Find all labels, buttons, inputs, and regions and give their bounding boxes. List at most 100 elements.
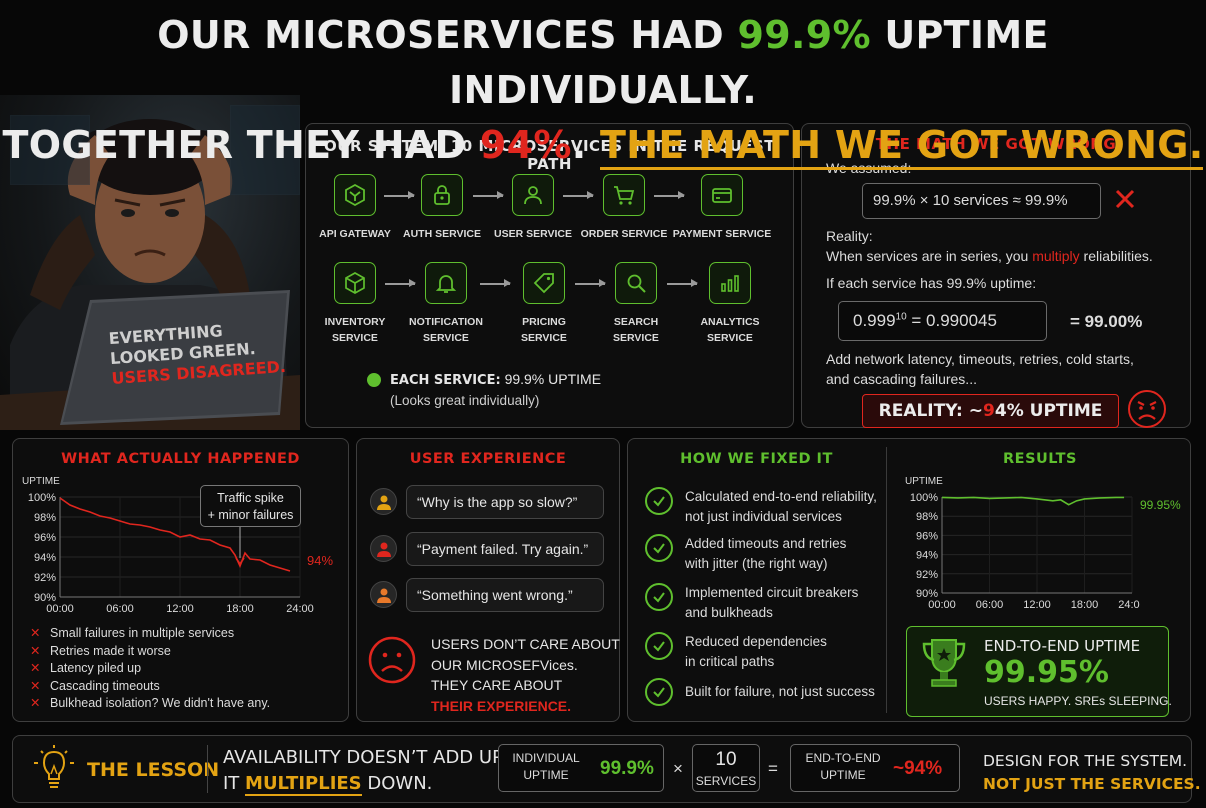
list-item: ✕ Bulkhead isolation? We didn't have any.: [30, 696, 271, 710]
callout-box: [200, 485, 301, 527]
lesson-text: AVAILABILITY DOESN’T ADD UP. IT MULTIPLI…: [223, 747, 506, 796]
reality-badge-text: REALITY: ~94% UPTIME: [878, 401, 1103, 421]
y-tick-label: 90%: [34, 592, 56, 604]
happened-end-label: 94%: [307, 553, 334, 568]
service-auth: AUTH SERVICE: [392, 174, 492, 242]
y-tick-label: 90%: [916, 588, 938, 600]
service-payment: PAYMENT SERVICE: [672, 174, 772, 242]
e2e-label: END-TO-END UPTIME: [984, 637, 1141, 655]
design-text: DESIGN FOR THE SYSTEM. NOT JUST THE SERV…: [983, 752, 1201, 793]
y-tick-label: 100%: [910, 492, 938, 504]
y-tick-label: 98%: [916, 511, 938, 523]
tag-icon: [523, 262, 565, 304]
x-tick-label: 12:00: [166, 603, 194, 615]
box-icon: [334, 262, 376, 304]
assumed-formula-box: [862, 183, 1101, 219]
services-count-box: [692, 744, 760, 792]
service-notification: NOTIFICATION SERVICE: [396, 262, 496, 346]
service-pricing: PRICING SERVICE: [494, 262, 594, 346]
series-line: When services are in series, you multipl…: [826, 248, 1153, 264]
e2e-uptime-value: ~94%: [893, 758, 943, 779]
lesson-label: THE LESSON: [87, 759, 220, 781]
services-label: SERVICES: [695, 774, 757, 788]
results-end-label: 99.95%: [1140, 498, 1181, 512]
individual-uptime-value: 99.9%: [600, 758, 654, 779]
service-api-gateway: API GATEWAY: [305, 174, 405, 242]
flow-arrow: [654, 192, 685, 198]
y-tick-label: 100%: [28, 492, 56, 504]
angry-face-icon: [1127, 389, 1167, 434]
panel-divider: [886, 447, 887, 713]
system-title: OUR SYSTEM: 10 MICROSERVICES IN THE REQU…: [324, 137, 775, 173]
stressed-developer-illustration: [0, 95, 300, 430]
headline-line-2: TOGETHER THEY HAD 94%. THE MATH WE GOT W…: [0, 118, 1206, 173]
happened-title: WHAT ACTUALLY HAPPENED: [61, 451, 300, 467]
user-quote: “Why is the app so slow?”: [406, 485, 604, 519]
formula-result: = 99.00%: [1070, 312, 1143, 331]
results-chart: 100% 98% 96% 94% 92% 90%00:00 06:00 12:00 18:00 2…: [910, 492, 1140, 611]
cart-icon: [603, 174, 645, 216]
avatar: [370, 535, 397, 562]
times-sign: ×: [673, 759, 683, 778]
y-tick-label: 98%: [34, 512, 56, 524]
x-tick-label: 00:00: [928, 599, 956, 611]
flow-arrow: [385, 280, 416, 286]
y-tick-label: 96%: [916, 530, 938, 542]
ux-title: USER EXPERIENCE: [409, 451, 567, 467]
lightbulb-icon: [32, 744, 76, 799]
x-tick-label: 24:00: [1118, 599, 1140, 611]
trophy-icon: [918, 636, 970, 697]
list-item: ✕ Cascading timeouts: [30, 678, 160, 693]
user-quote: “Something went wrong.”: [406, 578, 604, 612]
x-tick-label: 24:00: [286, 603, 314, 615]
user-quote: “Payment failed. Try again.”: [406, 532, 604, 566]
individual-uptime-box: [498, 744, 664, 792]
search-icon: [615, 262, 657, 304]
y-tick-label: 92%: [34, 572, 56, 584]
gateway-icon: [334, 174, 376, 216]
service-inventory: INVENTORY SERVICE: [305, 262, 405, 346]
reality-label: Reality:: [826, 228, 873, 244]
list-item: ✕ Latency piled up: [30, 661, 142, 675]
add-line-1: Add network latency, timeouts, retries, …: [826, 351, 1134, 367]
check-icon: [645, 632, 673, 660]
flow-arrow: [480, 280, 511, 286]
formula: 0.99910 = 0.990045: [853, 311, 997, 330]
flow-arrow: [384, 192, 415, 198]
y-tick-label: 94%: [916, 550, 938, 562]
assumed-formula: 99.9% × 10 services ≈ 99.9%: [873, 192, 1068, 209]
fixed-title: HOW WE FIXED IT: [680, 451, 833, 467]
formula-box: [838, 301, 1047, 341]
assumed-label: We assumed:: [826, 160, 912, 176]
x-tick-label: 06:00: [976, 599, 1004, 611]
x-tick-label: 00:00: [46, 603, 74, 615]
list-item: ✕ Small failures in multiple services: [30, 626, 235, 640]
avatar: [370, 488, 397, 515]
e2e-uptime-box: [790, 744, 960, 792]
service-analytics: ANALYTICS SERVICE: [680, 262, 780, 346]
happened-ylabel: UPTIME: [22, 476, 60, 487]
user-icon: [512, 174, 554, 216]
series-line: [59, 497, 291, 572]
sad-face-icon: [367, 635, 417, 690]
y-tick-label: 96%: [34, 532, 56, 544]
check-icon: [645, 678, 673, 706]
results-title: RESULTS: [1003, 451, 1077, 467]
services-count: 10: [715, 749, 737, 770]
service-user: USER SERVICE: [483, 174, 583, 242]
each-service-label: EACH SERVICE: 99.9% UPTIME: [390, 371, 602, 388]
math-title: THE MATH WE GOT WRONG: [875, 135, 1117, 153]
e2e-note: USERS HAPPY. SREs SLEEPING.: [984, 694, 1172, 708]
spike-marker: [235, 557, 245, 566]
y-tick-label: 92%: [916, 569, 938, 581]
x-tick-label: 18:00: [1071, 599, 1099, 611]
status-dot: [367, 373, 381, 387]
flow-arrow: [563, 192, 594, 198]
failure-list: ✕ Small failures in multiple services ✕ Re…: [30, 625, 270, 713]
if-each-line: If each service has 99.9% uptime:: [826, 275, 1037, 291]
flow-arrow: [667, 280, 698, 286]
y-tick-label: 94%: [34, 552, 56, 564]
service-search: SEARCH SERVICE: [586, 262, 686, 346]
developer-figure: [0, 119, 300, 430]
list-item: ✕ Retries made it worse: [30, 643, 171, 658]
